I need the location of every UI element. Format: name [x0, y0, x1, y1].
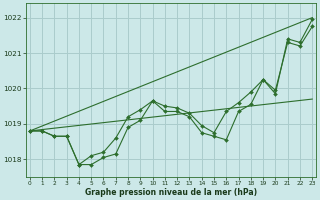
X-axis label: Graphe pression niveau de la mer (hPa): Graphe pression niveau de la mer (hPa) [85, 188, 257, 197]
